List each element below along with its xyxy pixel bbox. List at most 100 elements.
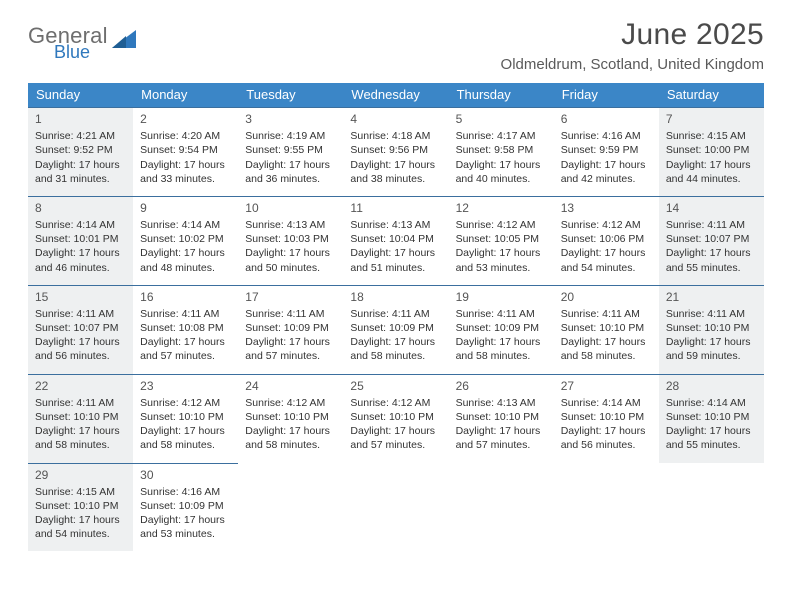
sunrise-line: Sunrise: 4:11 AM <box>35 396 126 410</box>
day-number: 16 <box>140 289 231 305</box>
daylight-line: Daylight: 17 hours and 57 minutes. <box>456 424 547 452</box>
calendar-cell: 7Sunrise: 4:15 AMSunset: 10:00 PMDayligh… <box>659 107 764 196</box>
sunset-line: Sunset: 10:10 PM <box>350 410 441 424</box>
daylight-line: Daylight: 17 hours and 46 minutes. <box>35 246 126 274</box>
daylight-line: Daylight: 17 hours and 59 minutes. <box>666 335 757 363</box>
page-header: General Blue June 2025 Oldmeldrum, Scotl… <box>28 18 764 73</box>
sunset-line: Sunset: 10:10 PM <box>561 410 652 424</box>
calendar-page: General Blue June 2025 Oldmeldrum, Scotl… <box>0 0 792 571</box>
calendar-cell: 8 Sunrise: 4:14 AMSunset: 10:01 PMDayligh… <box>28 196 133 285</box>
sunrise-line: Sunrise: 4:20 AM <box>140 129 231 143</box>
sunrise-line: Sunrise: 4:11 AM <box>35 307 126 321</box>
sunrise-line: Sunrise: 4:15 AM <box>666 129 757 143</box>
calendar-cell: 24Sunrise: 4:12 AMSunset: 10:10 PMDaylig… <box>238 374 343 463</box>
sunset-line: Sunset: 10:10 PM <box>35 410 126 424</box>
sunrise-line: Sunrise: 4:11 AM <box>456 307 547 321</box>
day-number: 9 <box>140 200 231 216</box>
calendar-cell: 25Sunrise: 4:12 AMSunset: 10:10 PMDaylig… <box>343 374 448 463</box>
day-number: 8 <box>35 200 126 216</box>
calendar-cell: 16Sunrise: 4:11 AMSunset: 10:08 PMDaylig… <box>133 285 238 374</box>
daylight-line: Daylight: 17 hours and 54 minutes. <box>561 246 652 274</box>
calendar-cell: 14Sunrise: 4:11 AMSunset: 10:07 PMDaylig… <box>659 196 764 285</box>
sunset-line: Sunset: 9:56 PM <box>350 143 441 157</box>
sunrise-line: Sunrise: 4:11 AM <box>561 307 652 321</box>
sunset-line: Sunset: 9:58 PM <box>456 143 547 157</box>
calendar-cell: 18Sunrise: 4:11 AMSunset: 10:09 PMDaylig… <box>343 285 448 374</box>
daylight-line: Daylight: 17 hours and 55 minutes. <box>666 246 757 274</box>
calendar-cell: 28Sunrise: 4:14 AMSunset: 10:10 PMDaylig… <box>659 374 764 463</box>
daylight-line: Daylight: 17 hours and 51 minutes. <box>350 246 441 274</box>
sunrise-line: Sunrise: 4:12 AM <box>140 396 231 410</box>
title-block: June 2025 Oldmeldrum, Scotland, United K… <box>501 18 764 73</box>
daylight-line: Daylight: 17 hours and 55 minutes. <box>666 424 757 452</box>
sunrise-line: Sunrise: 4:16 AM <box>140 485 231 499</box>
calendar-cell: 12Sunrise: 4:12 AMSunset: 10:05 PMDaylig… <box>449 196 554 285</box>
sunrise-line: Sunrise: 4:16 AM <box>561 129 652 143</box>
calendar-cell-empty <box>449 463 554 552</box>
sunrise-line: Sunrise: 4:17 AM <box>456 129 547 143</box>
day-number: 6 <box>561 111 652 127</box>
daylight-line: Daylight: 17 hours and 33 minutes. <box>140 158 231 186</box>
sunset-line: Sunset: 9:55 PM <box>245 143 336 157</box>
weekday-header: Sunday <box>28 83 133 107</box>
daylight-line: Daylight: 17 hours and 58 minutes. <box>35 424 126 452</box>
logo-triangle-icon <box>112 28 138 57</box>
calendar-cell: 29Sunrise: 4:15 AMSunset: 10:10 PMDaylig… <box>28 463 133 552</box>
calendar-cell: 9Sunrise: 4:14 AMSunset: 10:02 PMDayligh… <box>133 196 238 285</box>
daylight-line: Daylight: 17 hours and 57 minutes. <box>350 424 441 452</box>
day-number: 29 <box>35 467 126 483</box>
day-number: 24 <box>245 378 336 394</box>
daylight-line: Daylight: 17 hours and 42 minutes. <box>561 158 652 186</box>
sunset-line: Sunset: 10:01 PM <box>35 232 126 246</box>
sunrise-line: Sunrise: 4:13 AM <box>456 396 547 410</box>
sunrise-line: Sunrise: 4:14 AM <box>35 218 126 232</box>
day-number: 5 <box>456 111 547 127</box>
daylight-line: Daylight: 17 hours and 38 minutes. <box>350 158 441 186</box>
sunset-line: Sunset: 10:09 PM <box>245 321 336 335</box>
day-number: 18 <box>350 289 441 305</box>
day-number: 4 <box>350 111 441 127</box>
calendar-body: 1Sunrise: 4:21 AMSunset: 9:52 PMDaylight… <box>28 107 764 551</box>
sunset-line: Sunset: 10:10 PM <box>666 321 757 335</box>
day-number: 25 <box>350 378 441 394</box>
sunrise-line: Sunrise: 4:11 AM <box>245 307 336 321</box>
sunrise-line: Sunrise: 4:11 AM <box>350 307 441 321</box>
daylight-line: Daylight: 17 hours and 56 minutes. <box>561 424 652 452</box>
calendar-cell: 3Sunrise: 4:19 AMSunset: 9:55 PMDaylight… <box>238 107 343 196</box>
sunset-line: Sunset: 10:07 PM <box>35 321 126 335</box>
sunset-line: Sunset: 10:09 PM <box>140 499 231 513</box>
daylight-line: Daylight: 17 hours and 36 minutes. <box>245 158 336 186</box>
daylight-line: Daylight: 17 hours and 53 minutes. <box>140 513 231 541</box>
calendar-cell: 13Sunrise: 4:12 AMSunset: 10:06 PMDaylig… <box>554 196 659 285</box>
sunrise-line: Sunrise: 4:11 AM <box>140 307 231 321</box>
sunrise-line: Sunrise: 4:15 AM <box>35 485 126 499</box>
sunset-line: Sunset: 10:10 PM <box>140 410 231 424</box>
sunset-line: Sunset: 10:09 PM <box>350 321 441 335</box>
calendar-table: Sunday Monday Tuesday Wednesday Thursday… <box>28 83 764 551</box>
sunset-line: Sunset: 10:02 PM <box>140 232 231 246</box>
sunset-line: Sunset: 10:10 PM <box>561 321 652 335</box>
daylight-line: Daylight: 17 hours and 40 minutes. <box>456 158 547 186</box>
sunset-line: Sunset: 10:05 PM <box>456 232 547 246</box>
daylight-line: Daylight: 17 hours and 53 minutes. <box>456 246 547 274</box>
day-number: 11 <box>350 200 441 216</box>
sunrise-line: Sunrise: 4:11 AM <box>666 307 757 321</box>
daylight-line: Daylight: 17 hours and 58 minutes. <box>456 335 547 363</box>
sunset-line: Sunset: 10:00 PM <box>666 143 757 157</box>
calendar-cell-empty <box>343 463 448 552</box>
day-number: 17 <box>245 289 336 305</box>
day-number: 26 <box>456 378 547 394</box>
calendar-cell: 19Sunrise: 4:11 AMSunset: 10:09 PMDaylig… <box>449 285 554 374</box>
daylight-line: Daylight: 17 hours and 57 minutes. <box>140 335 231 363</box>
month-title: June 2025 <box>501 18 764 52</box>
calendar-header-row: Sunday Monday Tuesday Wednesday Thursday… <box>28 83 764 107</box>
weekday-header: Wednesday <box>343 83 448 107</box>
sunrise-line: Sunrise: 4:14 AM <box>140 218 231 232</box>
sunset-line: Sunset: 10:10 PM <box>666 410 757 424</box>
calendar-cell-empty <box>238 463 343 552</box>
weekday-header: Saturday <box>659 83 764 107</box>
sunset-line: Sunset: 10:10 PM <box>35 499 126 513</box>
daylight-line: Daylight: 17 hours and 58 minutes. <box>140 424 231 452</box>
day-number: 7 <box>666 111 757 127</box>
day-number: 23 <box>140 378 231 394</box>
